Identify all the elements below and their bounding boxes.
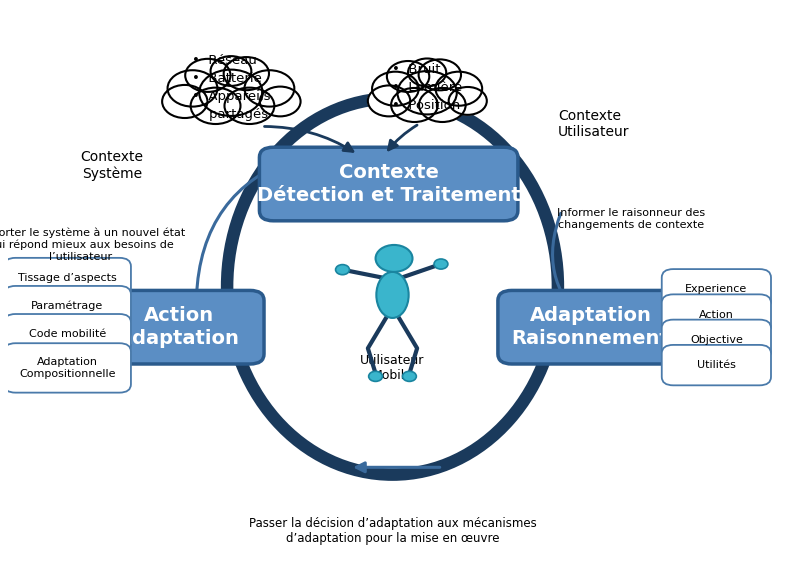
- Text: Informer le raisonneur des
changements de contexte: Informer le raisonneur des changements d…: [557, 209, 705, 230]
- FancyBboxPatch shape: [662, 269, 771, 309]
- Text: •  Réseau
•  Batterie
•  Appareils
    partagés: • Réseau • Batterie • Appareils partagés: [192, 54, 270, 121]
- FancyBboxPatch shape: [94, 291, 264, 364]
- Circle shape: [191, 88, 240, 124]
- FancyBboxPatch shape: [4, 343, 131, 393]
- Circle shape: [387, 61, 429, 92]
- Text: Apporter le système à un nouvel état
qui répond mieux aux besoins de
l’utilisate: Apporter le système à un nouvel état qui…: [0, 227, 185, 261]
- Circle shape: [418, 60, 461, 91]
- Text: Utilisateur
Mobile: Utilisateur Mobile: [360, 354, 425, 382]
- Text: Passer la décision d’adaptation aux mécanismes
d’adaptation pour la mise en œuvr: Passer la décision d’adaptation aux méca…: [249, 517, 536, 545]
- Circle shape: [167, 70, 217, 107]
- Circle shape: [403, 371, 416, 382]
- FancyBboxPatch shape: [4, 258, 131, 299]
- Text: Utilités: Utilités: [697, 360, 736, 370]
- Circle shape: [375, 245, 412, 272]
- Circle shape: [162, 85, 207, 118]
- Text: Action: Action: [699, 309, 734, 320]
- Text: Paramétrage: Paramétrage: [31, 301, 104, 311]
- FancyBboxPatch shape: [498, 291, 683, 364]
- Circle shape: [210, 56, 251, 86]
- Text: Code mobilité: Code mobilité: [29, 329, 106, 339]
- Text: Tissage d’aspects: Tissage d’aspects: [18, 273, 117, 283]
- Circle shape: [434, 259, 448, 269]
- Circle shape: [397, 71, 457, 115]
- Circle shape: [244, 70, 294, 107]
- Circle shape: [408, 58, 446, 87]
- Circle shape: [372, 72, 418, 105]
- Circle shape: [449, 87, 487, 115]
- Circle shape: [436, 72, 482, 105]
- FancyBboxPatch shape: [662, 295, 771, 335]
- FancyBboxPatch shape: [259, 147, 518, 221]
- Circle shape: [368, 85, 411, 116]
- Circle shape: [391, 88, 438, 122]
- Text: Adaptation
Compositionnelle: Adaptation Compositionnelle: [19, 357, 115, 379]
- FancyBboxPatch shape: [662, 345, 771, 385]
- Circle shape: [225, 88, 274, 124]
- Circle shape: [199, 69, 263, 116]
- Circle shape: [185, 59, 231, 92]
- Circle shape: [369, 371, 382, 382]
- Circle shape: [260, 87, 301, 116]
- Text: Contexte
Détection et Traitement: Contexte Détection et Traitement: [257, 163, 520, 205]
- Text: Experience: Experience: [685, 284, 747, 295]
- Circle shape: [224, 57, 269, 90]
- Text: Objective: Objective: [690, 335, 743, 345]
- Circle shape: [335, 265, 349, 274]
- Text: •  Bruit
•  Lumière
•  Position: • Bruit • Lumière • Position: [392, 62, 462, 112]
- FancyBboxPatch shape: [4, 314, 131, 355]
- Text: Action
adaptation: Action adaptation: [119, 306, 239, 348]
- Text: Contexte
Système: Contexte Système: [80, 150, 143, 181]
- FancyBboxPatch shape: [662, 320, 771, 360]
- Circle shape: [419, 88, 466, 122]
- Ellipse shape: [376, 272, 409, 318]
- Text: Contexte
Utilisateur: Contexte Utilisateur: [558, 108, 630, 139]
- Text: Adaptation
Raisonnement: Adaptation Raisonnement: [512, 306, 670, 348]
- FancyBboxPatch shape: [4, 286, 131, 327]
